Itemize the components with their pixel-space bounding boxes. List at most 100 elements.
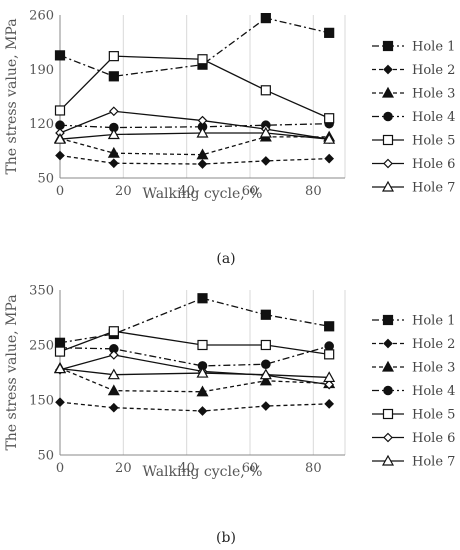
- data-point: [53, 132, 67, 144]
- legend-label: Hole 7: [412, 181, 455, 196]
- data-point: [324, 379, 335, 390]
- series-hole-1: [54, 293, 335, 348]
- x-axis-title: Walking cycle, %: [143, 464, 263, 480]
- data-point: [261, 359, 271, 370]
- data-point: [108, 402, 119, 413]
- series-line: [59, 123, 330, 129]
- legend-marker: [382, 314, 394, 326]
- data-point: [324, 27, 335, 38]
- data-point: [260, 339, 271, 351]
- legend-label: Hole 1: [412, 40, 455, 55]
- x-axis-title: Walking cycle, %: [143, 186, 263, 202]
- data-point: [53, 362, 67, 374]
- data-point: [323, 371, 336, 383]
- data-point: [197, 159, 208, 169]
- data-point: [259, 374, 272, 386]
- data-point: [108, 51, 119, 62]
- legend-label: Hole 2: [412, 63, 455, 78]
- series-line: [59, 401, 330, 412]
- series-line: [59, 354, 330, 386]
- y-axis-title: The stress value, MPa: [4, 18, 20, 174]
- data-point: [108, 350, 119, 360]
- series-hole-1: [54, 13, 335, 82]
- legend: Hole 1 Hole 2 Hole 3 Hole 4 Hole 5 Hole 6 Hole…: [372, 40, 455, 196]
- data-point: [55, 150, 65, 161]
- legend-label: Hole 4: [412, 110, 455, 125]
- data-point: [324, 349, 335, 360]
- series-line: [59, 154, 330, 165]
- series-line: [59, 367, 330, 393]
- x-tick-label: 20: [115, 461, 132, 476]
- data-point: [108, 158, 119, 169]
- legend-marker: [382, 40, 394, 52]
- legend-marker: [381, 180, 395, 192]
- chart-panel-b: 50 150 250 350 0 20 40 60 80 Walking cycle, % The …: [4, 284, 455, 547]
- series-hole-2: [55, 397, 335, 416]
- series-hole-5: [54, 326, 335, 360]
- legend-label: Hole 3: [412, 361, 455, 376]
- data-point: [324, 113, 335, 124]
- legend-marker: [381, 454, 395, 466]
- series-hole-4: [55, 341, 334, 371]
- series-line: [59, 345, 330, 367]
- legend-marker: [381, 360, 395, 372]
- legend-label: Hole 7: [412, 455, 455, 470]
- legend-marker: [383, 111, 393, 122]
- x-tick-label: 80: [305, 461, 322, 476]
- data-point: [197, 54, 208, 65]
- data-point: [259, 368, 272, 380]
- legend-label: Hole 2: [412, 337, 455, 352]
- series-hole-5: [54, 51, 335, 124]
- data-point: [324, 341, 334, 351]
- legend-marker: [382, 134, 394, 146]
- series-line: [59, 17, 330, 77]
- series-hole-7: [53, 362, 336, 383]
- data-point: [260, 156, 271, 166]
- x-tick-label: 80: [305, 184, 322, 199]
- y-tick-label: 190: [29, 63, 54, 78]
- data-point: [324, 153, 335, 164]
- y-tick-label: 350: [29, 284, 54, 299]
- legend-marker: [381, 86, 395, 98]
- chart-panel-a: 50 120 190 260 0 20 40 60 80 Walking cycle, % The …: [4, 9, 455, 268]
- legend-label: Hole 6: [412, 157, 455, 172]
- data-point: [108, 71, 119, 82]
- series-hole-2: [55, 150, 335, 169]
- legend-label: Hole 5: [412, 408, 455, 423]
- data-point: [323, 132, 336, 144]
- data-point: [260, 13, 271, 24]
- data-point: [196, 148, 209, 160]
- x-tick-label: 20: [115, 184, 132, 199]
- data-point: [108, 106, 119, 117]
- data-point: [324, 399, 335, 409]
- data-point: [55, 397, 65, 408]
- series-hole-4: [55, 118, 334, 133]
- x-tick-label: 0: [56, 184, 64, 199]
- data-point: [107, 146, 120, 158]
- x-tick-label: 60: [242, 461, 259, 476]
- legend-marker: [383, 64, 393, 75]
- legend-marker: [383, 432, 393, 443]
- y-tick-label: 50: [37, 449, 54, 464]
- data-point: [324, 321, 335, 332]
- data-point: [107, 128, 120, 140]
- data-point: [260, 401, 271, 411]
- data-point: [196, 366, 209, 378]
- legend-marker: [383, 158, 393, 169]
- data-point: [54, 346, 66, 357]
- y-tick-label: 120: [29, 117, 54, 132]
- legend-label: Hole 4: [412, 384, 455, 399]
- data-point: [107, 384, 120, 396]
- legend-marker: [383, 385, 393, 396]
- series-line: [59, 330, 330, 355]
- data-point: [108, 326, 119, 337]
- legend-label: Hole 3: [412, 87, 455, 102]
- legend-label: Hole 1: [412, 314, 455, 329]
- panel-label: (a): [216, 251, 235, 267]
- panel-label: (b): [216, 530, 236, 546]
- x-tick-label: 60: [242, 184, 259, 199]
- data-point: [196, 126, 209, 138]
- y-tick-label: 50: [37, 172, 54, 187]
- data-point: [259, 126, 272, 138]
